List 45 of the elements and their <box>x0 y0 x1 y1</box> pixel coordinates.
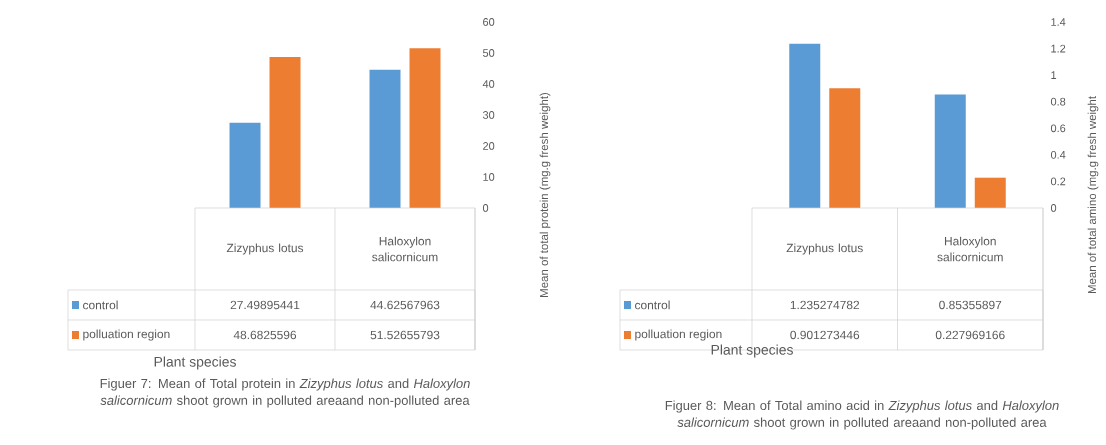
data-label: 27.49895441 <box>230 300 300 310</box>
legend-label: control <box>635 300 670 310</box>
y-tick-label: 60 <box>483 18 495 26</box>
x-tick-label: Zizyphus lotus <box>786 243 863 255</box>
y-tick-label: 30 <box>482 111 495 119</box>
y-tick-label: 40 <box>482 80 495 88</box>
bar <box>269 57 301 208</box>
y-tick-label: 0 <box>1050 204 1057 212</box>
data-label: 0.85355897 <box>939 300 1002 310</box>
y-tick-label: 20 <box>483 142 495 150</box>
y-tick-label: 50 <box>482 49 495 57</box>
x-tick-label: Haloxylon salicornicum <box>372 236 438 262</box>
data-label: 1.235274782 <box>790 300 860 310</box>
y-tick-label: 1.4 <box>1051 18 1066 26</box>
chart-title: Figuer 8: Mean of Total amino acid in Zizyphus lotus and Haloxylon salicornicum shoot grown in polluted areaand non-polluted area <box>665 400 1059 430</box>
x-axis-title: Plant species <box>154 356 236 370</box>
bar <box>369 69 401 208</box>
y-tick-label: 1 <box>1051 71 1057 79</box>
chart-title: Figuer 7: Mean of Total protein in Zizyphus lotus and Haloxylon salicornicum shoot grown in polluted areaand non-polluted area <box>100 378 470 408</box>
legend-label: polluation region <box>83 329 170 341</box>
data-label: 51.52655793 <box>370 330 440 340</box>
data-label: 48.6825596 <box>233 330 297 340</box>
y-tick-label: 0.4 <box>1050 150 1066 159</box>
y-tick-label: 1.2 <box>1051 44 1066 53</box>
bar <box>409 48 441 208</box>
y-tick-label: 0.8 <box>1050 97 1066 106</box>
legend-label: polluation region <box>635 329 722 341</box>
y-axis-title: Mean of total protein (mg.g fresh weight) <box>539 92 551 297</box>
y-tick-label: 10 <box>483 173 495 181</box>
x-axis-title: Plant species <box>711 344 793 358</box>
y-axis-title: Mean of total amino (mg.g fresh weight <box>1087 96 1099 294</box>
bar <box>934 94 966 208</box>
data-label: 0.901273446 <box>790 330 860 340</box>
x-tick-label: Haloxylon salicornicum <box>937 236 1003 262</box>
bar <box>789 43 821 208</box>
x-tick-label: Zizyphus lotus <box>226 243 304 255</box>
y-tick-label: 0.2 <box>1050 177 1066 186</box>
y-tick-label: 0 <box>482 204 489 212</box>
y-tick-label: 0.6 <box>1050 124 1066 133</box>
data-label: 44.62567963 <box>370 300 440 310</box>
data-label: 0.227969166 <box>935 330 1005 340</box>
bar <box>974 177 1006 208</box>
legend-label: control <box>83 300 118 310</box>
bar <box>229 122 261 208</box>
bar <box>829 88 861 208</box>
